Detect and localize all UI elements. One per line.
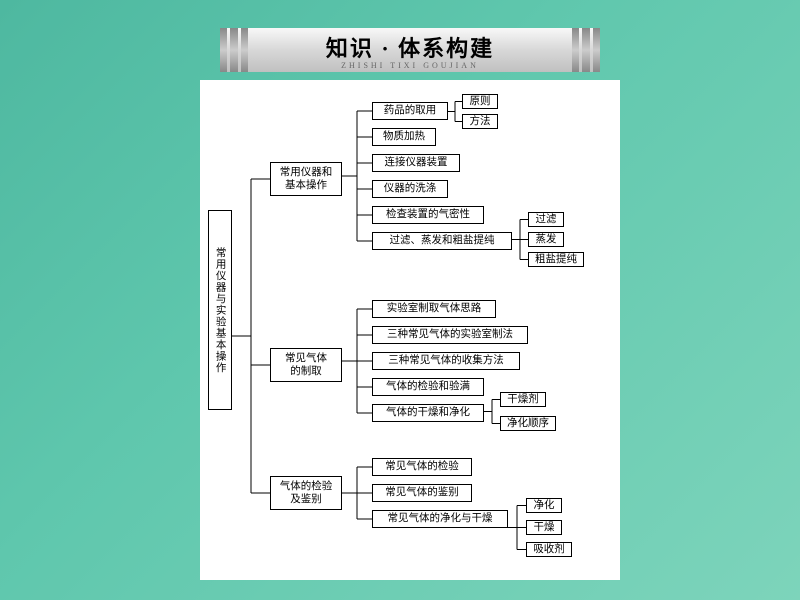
header-decor-right: [572, 28, 600, 72]
level3-node: 干燥: [526, 520, 562, 535]
level2-node: 常见气体的鉴别: [372, 484, 472, 502]
level3-node: 干燥剂: [500, 392, 546, 407]
level3-node: 吸收剂: [526, 542, 572, 557]
level1-node: 常用仪器和 基本操作: [270, 162, 342, 196]
level2-node: 常见气体的检验: [372, 458, 472, 476]
level3-node: 净化顺序: [500, 416, 556, 431]
header-banner: 知识 · 体系构建 ZHISHI TIXI GOUJIAN: [220, 28, 600, 72]
header-subtitle: ZHISHI TIXI GOUJIAN: [341, 61, 479, 70]
level2-node: 气体的干燥和净化: [372, 404, 484, 422]
level2-node: 常见气体的净化与干燥: [372, 510, 508, 528]
level3-node: 净化: [526, 498, 562, 513]
level1-node: 气体的检验 及鉴别: [270, 476, 342, 510]
level2-node: 气体的检验和验满: [372, 378, 484, 396]
tree-diagram: 常用仪器与实验基本操作 常用仪器和 基本操作常见气体 的制取气体的检验 及鉴别 药品…: [200, 80, 620, 580]
level2-node: 检查装置的气密性: [372, 206, 484, 224]
level1-node: 常见气体 的制取: [270, 348, 342, 382]
level2-node: 连接仪器装置: [372, 154, 460, 172]
level2-node: 物质加热: [372, 128, 436, 146]
level3-node: 方法: [462, 114, 498, 129]
root-node: 常用仪器与实验基本操作: [208, 210, 232, 410]
level2-node: 实验室制取气体思路: [372, 300, 496, 318]
header-decor-left: [220, 28, 248, 72]
level3-node: 蒸发: [528, 232, 564, 247]
header-title: 知识 · 体系构建: [326, 31, 494, 63]
level2-node: 三种常见气体的收集方法: [372, 352, 520, 370]
level2-node: 过滤、蒸发和粗盐提纯: [372, 232, 512, 250]
level3-node: 过滤: [528, 212, 564, 227]
level2-node: 药品的取用: [372, 102, 448, 120]
level3-node: 原则: [462, 94, 498, 109]
level3-node: 粗盐提纯: [528, 252, 584, 267]
level2-node: 三种常见气体的实验室制法: [372, 326, 528, 344]
level2-node: 仪器的洗涤: [372, 180, 448, 198]
